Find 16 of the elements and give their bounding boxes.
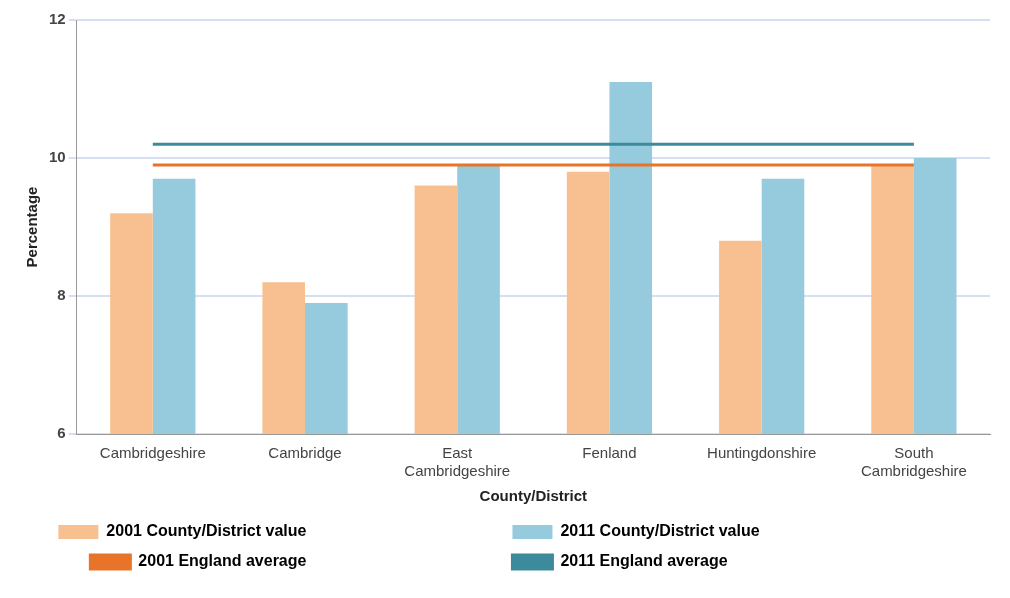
y-axis-title: Percentage bbox=[23, 186, 41, 268]
legend-label: 2011 County/District value bbox=[560, 522, 952, 540]
legend-label: 2001 England average bbox=[138, 552, 499, 570]
x-tick-label: Cambridgeshire bbox=[99, 444, 206, 462]
legend-label: 2011 England average bbox=[560, 552, 920, 570]
y-tick-label: 10 bbox=[49, 148, 66, 166]
legend-label: 2001 County/District value bbox=[106, 522, 499, 540]
x-tick-label: Huntingdonshire bbox=[707, 444, 817, 462]
x-tick-label: East Cambridgeshire bbox=[404, 444, 511, 480]
y-tick-label: 12 bbox=[49, 10, 66, 28]
y-tick-label: 8 bbox=[57, 286, 66, 304]
x-tick-label: Fenland bbox=[582, 444, 637, 462]
x-tick-label: Cambridge bbox=[268, 444, 342, 462]
x-axis-title: County/District bbox=[479, 487, 588, 505]
x-tick-label: South Cambridgeshire bbox=[860, 444, 967, 480]
y-tick-label: 6 bbox=[57, 424, 66, 442]
